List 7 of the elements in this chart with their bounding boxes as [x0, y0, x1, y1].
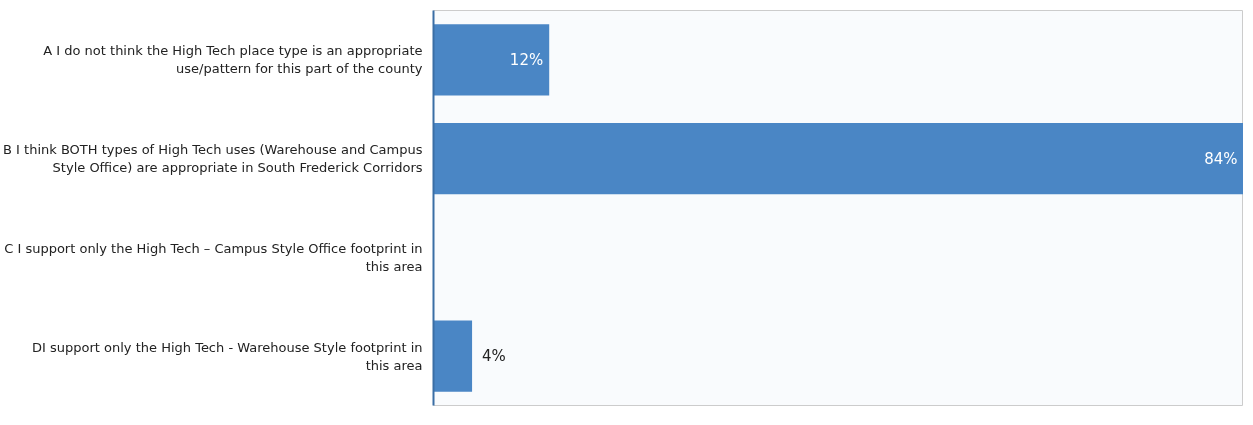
y-tick-label: A I do not think the High Tech place type is an appropriate use/pattern for this part of the county	[43, 43, 423, 77]
data-label: 12%	[509, 50, 544, 69]
y-tick-label: C I support only the High Tech – Campus Style Office footprint in this area	[4, 240, 423, 274]
data-label: 84%	[1204, 149, 1238, 168]
y-tick-label: DI support only the High Tech - Warehouse Style footprint in this area	[32, 339, 423, 373]
data-label: 4%	[482, 347, 506, 366]
y-tick-label: B I think BOTH types of High Tech uses (Warehouse and Campus Style Office) are appropriate in South Frederick Corridors	[3, 142, 423, 176]
